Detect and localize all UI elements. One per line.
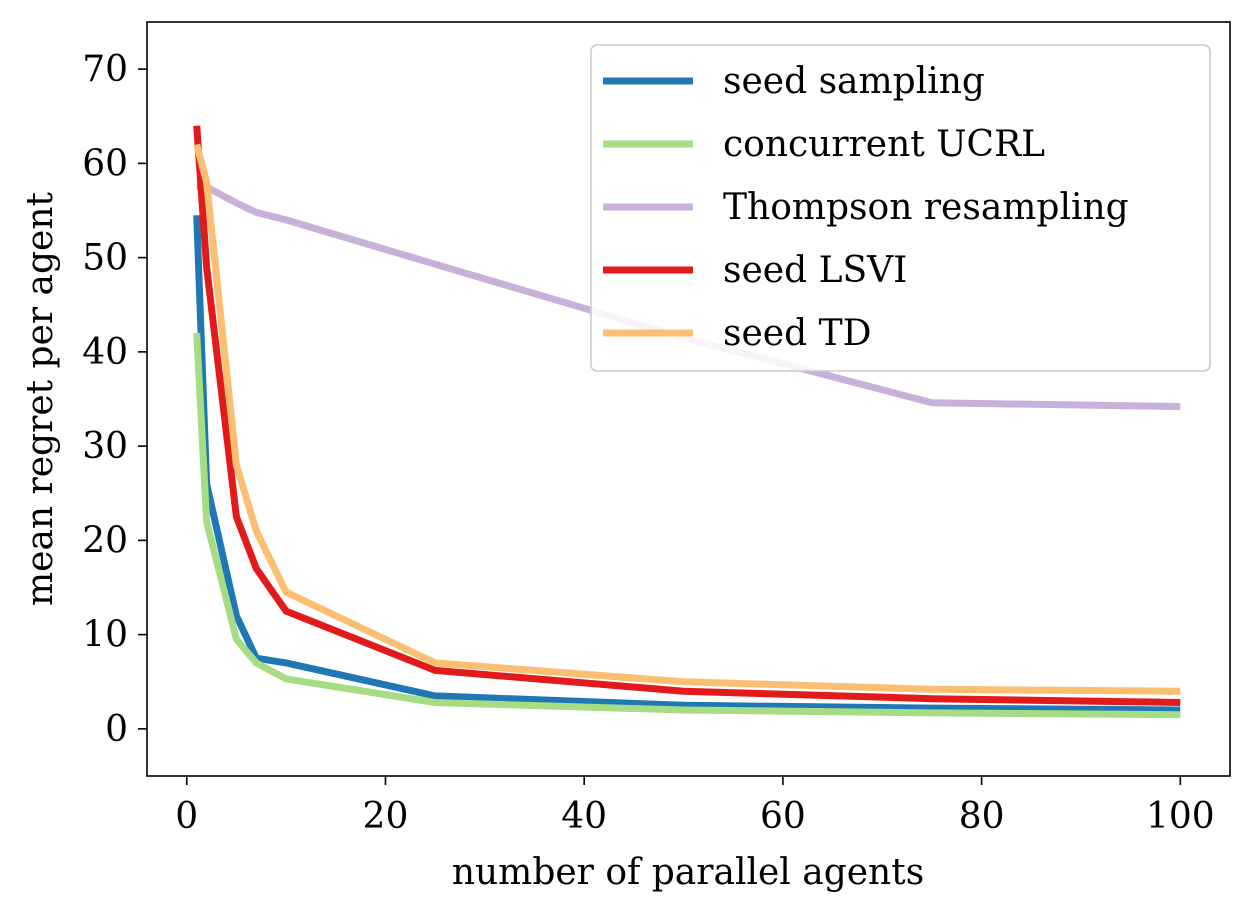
x-tick-label: 80 — [959, 796, 1005, 837]
legend-label: concurrent UCRL — [723, 124, 1045, 165]
legend-frame — [590, 44, 1211, 372]
plot-frame — [146, 21, 1231, 777]
legend: seed sampling concurrent UCRL Thompson res… — [590, 44, 1211, 372]
x-tick-label: 100 — [1146, 796, 1215, 837]
legend-label: seed TD — [723, 313, 871, 354]
y-axis-label: mean regret per agent — [20, 191, 61, 606]
x-axis-ticks: 0 20 40 60 80 100 — [175, 776, 1215, 837]
legend-label: seed sampling — [723, 61, 985, 102]
series-line-seed-td — [193, 143, 1181, 695]
x-axis-label: number of parallel agents — [452, 852, 924, 893]
series-line-seed-lsvi — [193, 125, 1181, 706]
series-line-seed-sampling — [193, 215, 1181, 714]
y-tick-label: 60 — [82, 143, 128, 184]
y-axis-ticks: 0 10 20 30 40 50 60 70 — [82, 49, 147, 750]
series-line-thompson-resampling — [196, 183, 1181, 410]
y-tick-label: 0 — [105, 709, 128, 750]
y-tick-label: 70 — [82, 49, 128, 90]
y-tick-label: 30 — [82, 426, 128, 467]
x-tick-label: 40 — [561, 796, 607, 837]
series-layer — [193, 125, 1181, 719]
x-tick-label: 0 — [175, 796, 198, 837]
y-tick-label: 10 — [82, 615, 128, 656]
y-tick-label: 40 — [82, 332, 128, 373]
legend-label: Thompson resampling — [723, 187, 1129, 228]
y-tick-label: 50 — [82, 238, 128, 279]
y-tick-label: 20 — [82, 520, 128, 561]
x-tick-label: 20 — [363, 796, 409, 837]
series-line-concurrent-ucrl — [193, 332, 1181, 719]
legend-label: seed LSVI — [723, 250, 907, 291]
x-tick-label: 60 — [760, 796, 806, 837]
